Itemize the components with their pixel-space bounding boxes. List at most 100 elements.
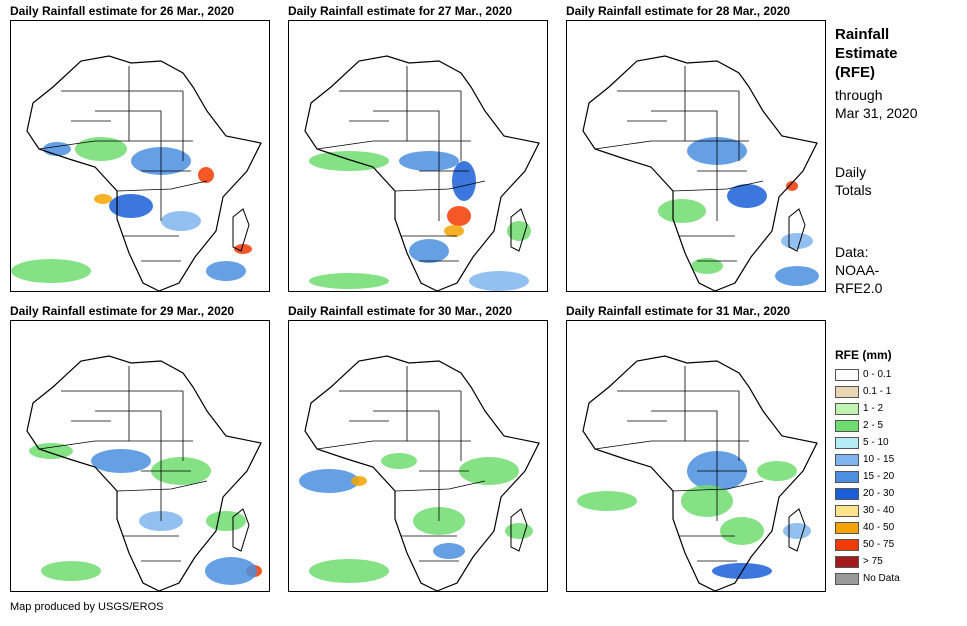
panel-title: Daily Rainfall estimate for 29 Mar., 202… <box>10 304 235 318</box>
country-border <box>394 180 486 192</box>
legend-label: 20 - 30 <box>863 488 895 499</box>
africa-coastline <box>304 55 540 291</box>
country-border <box>316 140 407 150</box>
madagascar-outline <box>232 208 250 252</box>
rainfall-area <box>309 273 389 289</box>
country-border <box>651 110 718 149</box>
totals-line1: Daily <box>835 164 867 180</box>
country-border <box>594 140 685 150</box>
legend-item: 0.1 - 1 <box>835 383 955 400</box>
panel-title: Daily Rainfall estimate for 30 Mar., 202… <box>288 304 513 318</box>
rainfall-area <box>577 491 637 511</box>
rainfall-area <box>691 258 723 274</box>
through-label: through <box>835 87 883 103</box>
rainfall-area <box>658 199 706 223</box>
legend-label: 50 - 75 <box>863 539 895 550</box>
country-border <box>394 480 486 492</box>
map-panel-27: Daily Rainfall estimate for 27 Mar., 202… <box>288 3 548 292</box>
rainfall-area <box>198 167 214 183</box>
africa-map <box>582 55 819 291</box>
africa-map <box>11 55 262 291</box>
rainfall-area <box>94 194 112 204</box>
country-border <box>61 390 130 441</box>
legend-item: 1 - 2 <box>835 400 955 417</box>
rainfall-map <box>10 320 270 592</box>
country-border <box>339 390 408 441</box>
country-border <box>406 366 461 392</box>
legend-swatch <box>835 385 859 398</box>
map-credit: Map produced by USGS/EROS <box>10 601 164 613</box>
country-border <box>316 440 407 450</box>
panel-title: Daily Rainfall estimate for 26 Mar., 202… <box>10 4 235 18</box>
madagascar-outline <box>788 508 806 552</box>
africa-coastline <box>582 355 818 591</box>
legend-swatch <box>835 555 859 568</box>
legend-label: 0.1 - 1 <box>863 386 892 397</box>
country-border <box>373 110 440 149</box>
legend-label: 1 - 2 <box>863 403 884 414</box>
rainfall-area <box>206 511 246 531</box>
rainfall-area <box>507 221 531 241</box>
through-value: Mar 31, 2020 <box>835 105 918 121</box>
panel-title: Daily Rainfall estimate for 31 Mar., 202… <box>566 304 791 318</box>
through-date: through Mar 31, 2020 <box>835 86 918 122</box>
rainfall-area <box>444 225 464 237</box>
rainfall-area <box>109 194 153 218</box>
legend-swatch <box>835 538 859 551</box>
rainfall-area <box>433 543 465 559</box>
legend-item: 20 - 30 <box>835 485 955 502</box>
country-border <box>38 440 129 450</box>
legend-item: 30 - 40 <box>835 502 955 519</box>
product-title: Rainfall Estimate (RFE) <box>835 25 898 82</box>
legend-item: 50 - 75 <box>835 536 955 553</box>
legend-label: 5 - 10 <box>863 437 889 448</box>
rainfall-area <box>452 161 476 201</box>
rainfall-area <box>409 239 449 263</box>
africa-map <box>26 355 262 591</box>
rainfall-map <box>566 320 826 592</box>
legend-swatch <box>835 368 859 381</box>
rainfall-area <box>41 561 101 581</box>
product-title-line2: Estimate <box>835 45 898 62</box>
country-border <box>617 90 686 141</box>
country-border <box>116 480 208 492</box>
rainfall-area <box>309 559 389 583</box>
country-border <box>116 180 208 192</box>
rainfall-area <box>681 485 733 517</box>
rainfall-area <box>469 271 529 291</box>
madagascar-outline <box>510 508 528 552</box>
rainfall-area <box>381 453 417 469</box>
rainfall-area <box>781 233 813 249</box>
product-title-line1: Rainfall <box>835 26 890 43</box>
country-border <box>617 390 686 441</box>
rainfall-area <box>161 211 201 231</box>
rainfall-map <box>288 320 548 592</box>
rainfall-area <box>11 259 91 283</box>
legend-swatch <box>835 470 859 483</box>
legend-swatch <box>835 402 859 415</box>
rainfall-area <box>720 517 764 545</box>
legend-swatch <box>835 436 859 449</box>
country-border <box>128 366 183 392</box>
rainfall-area <box>206 261 246 281</box>
legend-swatch <box>835 572 859 585</box>
legend-label: 2 - 5 <box>863 420 884 431</box>
data-source: Data: NOAA- RFE2.0 <box>835 243 882 297</box>
country-border <box>61 90 130 141</box>
rainfall-area <box>234 244 252 254</box>
africa-coastline <box>582 55 818 291</box>
africa-coastline <box>304 355 540 591</box>
country-border <box>373 410 440 449</box>
country-border <box>684 66 739 92</box>
legend-swatch <box>835 419 859 432</box>
legend-label: 40 - 50 <box>863 522 895 533</box>
rainfall-area <box>91 449 151 473</box>
rainfall-area <box>75 137 127 161</box>
data-source-line1: Data: <box>835 244 869 260</box>
legend-label: 30 - 40 <box>863 505 895 516</box>
rainfall-area <box>775 266 819 286</box>
legend-item: 40 - 50 <box>835 519 955 536</box>
africa-coastline <box>26 355 262 591</box>
country-border <box>594 440 685 450</box>
rainfall-area <box>399 151 459 171</box>
